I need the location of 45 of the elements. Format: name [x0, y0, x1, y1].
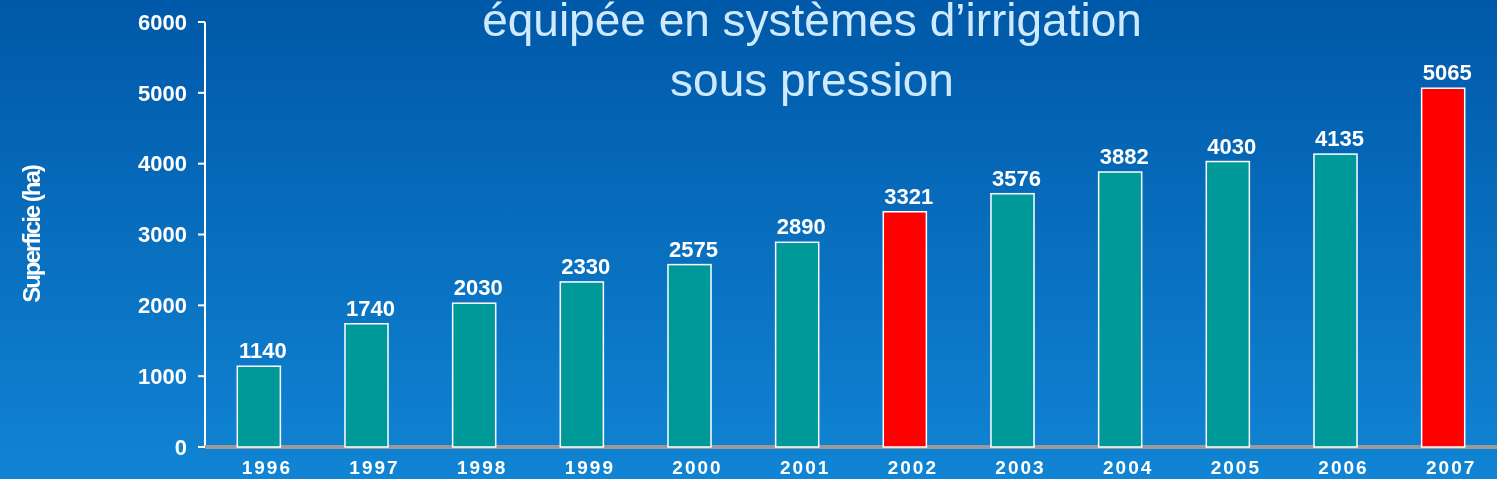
- x-tick-label: 2004: [1103, 457, 1154, 478]
- x-tick-label: 2006: [1318, 457, 1369, 478]
- y-tick-label: 3000: [138, 222, 187, 248]
- bar: [236, 365, 282, 448]
- x-tick-label: 1996: [241, 457, 292, 478]
- data-label: 1740: [346, 295, 395, 321]
- data-label: 1140: [238, 338, 287, 364]
- bar: [344, 323, 389, 448]
- bar: [1097, 171, 1143, 448]
- data-label: 3321: [884, 183, 934, 209]
- chart-title: équipée en systèmes d’irrigation sous pression: [482, 0, 1142, 106]
- bar: [1420, 87, 1466, 448]
- bar: [451, 302, 497, 448]
- data-label: 3882: [1099, 144, 1149, 170]
- bar: [667, 263, 712, 448]
- y-tick-label: 5000: [138, 80, 187, 106]
- x-tick-label: 1997: [349, 457, 400, 478]
- y-tick-label: 2000: [138, 293, 187, 319]
- y-tick-label: 4000: [138, 151, 187, 177]
- x-tick-label: 2003: [995, 457, 1046, 478]
- x-tick-label: 2000: [672, 457, 723, 478]
- y-tick-label: 0: [174, 434, 187, 460]
- x-tick-label: 1999: [564, 457, 615, 478]
- x-tick-label: 2005: [1210, 457, 1261, 478]
- data-label: 5065: [1422, 60, 1472, 86]
- x-tick-label: 2001: [780, 457, 831, 478]
- bar: [882, 211, 928, 448]
- y-tick-label: 1000: [138, 363, 187, 389]
- y-axis-title: Superficie (ha): [18, 165, 45, 303]
- data-label: 2890: [776, 214, 826, 240]
- bar: [990, 192, 1035, 448]
- y-tick-label: 6000: [138, 9, 187, 35]
- x-tick-label: 2007: [1426, 457, 1477, 478]
- x-tick-label: 1998: [457, 457, 508, 478]
- bar: [1205, 160, 1251, 448]
- data-label: 4030: [1207, 133, 1257, 159]
- data-label: 3576: [992, 165, 1041, 191]
- data-label: 2030: [453, 275, 503, 301]
- bar: [559, 281, 605, 448]
- data-label: 2575: [669, 236, 718, 262]
- bar: [1313, 153, 1358, 448]
- bar: [774, 241, 820, 448]
- data-label: 4135: [1315, 126, 1364, 152]
- data-label: 2330: [561, 253, 611, 279]
- x-tick-label: 2002: [887, 457, 938, 478]
